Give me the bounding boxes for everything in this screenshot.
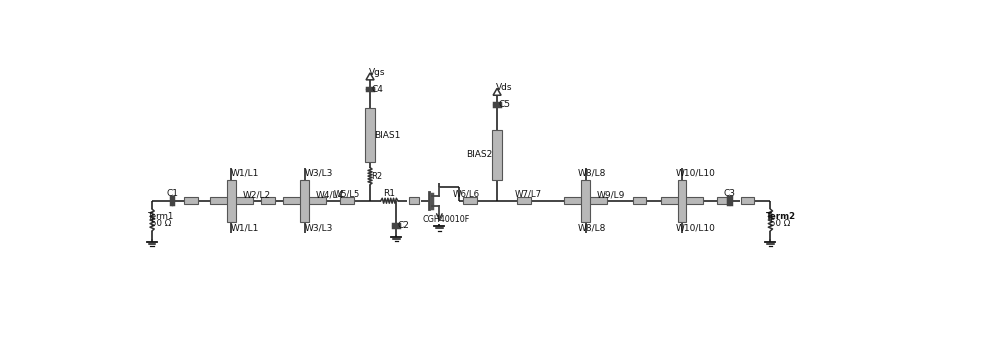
Text: C3: C3 <box>724 188 736 198</box>
Bar <box>210 198 253 204</box>
Text: Term2: Term2 <box>765 212 796 221</box>
Bar <box>261 198 275 204</box>
Bar <box>283 198 326 204</box>
Text: W6/L6: W6/L6 <box>453 190 480 199</box>
Text: Term1: Term1 <box>148 212 175 221</box>
Text: W5/L5: W5/L5 <box>334 190 360 199</box>
Bar <box>633 198 646 204</box>
Text: W10/L10: W10/L10 <box>676 224 716 233</box>
Text: R2: R2 <box>371 172 383 181</box>
Text: 50 Ω: 50 Ω <box>151 219 172 229</box>
Text: BIAS1: BIAS1 <box>374 131 400 140</box>
Text: C1: C1 <box>166 188 178 198</box>
Text: W1/L1: W1/L1 <box>231 224 259 233</box>
Bar <box>741 198 754 204</box>
Text: W8/L8: W8/L8 <box>578 169 606 178</box>
Bar <box>492 130 502 180</box>
Text: W3/L3: W3/L3 <box>304 169 333 178</box>
Text: W8/L8: W8/L8 <box>578 224 606 233</box>
Bar <box>661 198 703 204</box>
Text: W3/L3: W3/L3 <box>304 224 333 233</box>
Text: C4: C4 <box>371 85 383 94</box>
Text: W10/L10: W10/L10 <box>676 169 716 178</box>
Text: CGH40010F: CGH40010F <box>423 216 470 225</box>
Text: W4/L4: W4/L4 <box>316 191 344 199</box>
Bar <box>517 198 531 204</box>
Text: BIAS2: BIAS2 <box>466 150 493 159</box>
Bar <box>184 198 198 204</box>
Bar <box>300 180 309 222</box>
Bar <box>564 198 607 204</box>
Text: W1/L1: W1/L1 <box>231 169 259 178</box>
Text: C5: C5 <box>498 100 510 109</box>
Bar <box>365 108 375 162</box>
Text: W2/L2: W2/L2 <box>243 191 271 199</box>
Text: C2: C2 <box>398 221 410 230</box>
Bar <box>463 198 477 204</box>
Text: W9/L9: W9/L9 <box>597 191 625 199</box>
Text: W7/L7: W7/L7 <box>514 190 541 199</box>
Text: R1: R1 <box>383 190 395 198</box>
Text: Vds: Vds <box>496 83 512 92</box>
Text: 50 Ω: 50 Ω <box>770 219 791 229</box>
Bar <box>227 180 236 222</box>
Bar <box>717 198 727 204</box>
Text: Vgs: Vgs <box>369 68 385 77</box>
Bar <box>409 198 419 204</box>
Bar <box>340 198 354 204</box>
Bar <box>678 180 686 222</box>
Bar <box>581 180 590 222</box>
